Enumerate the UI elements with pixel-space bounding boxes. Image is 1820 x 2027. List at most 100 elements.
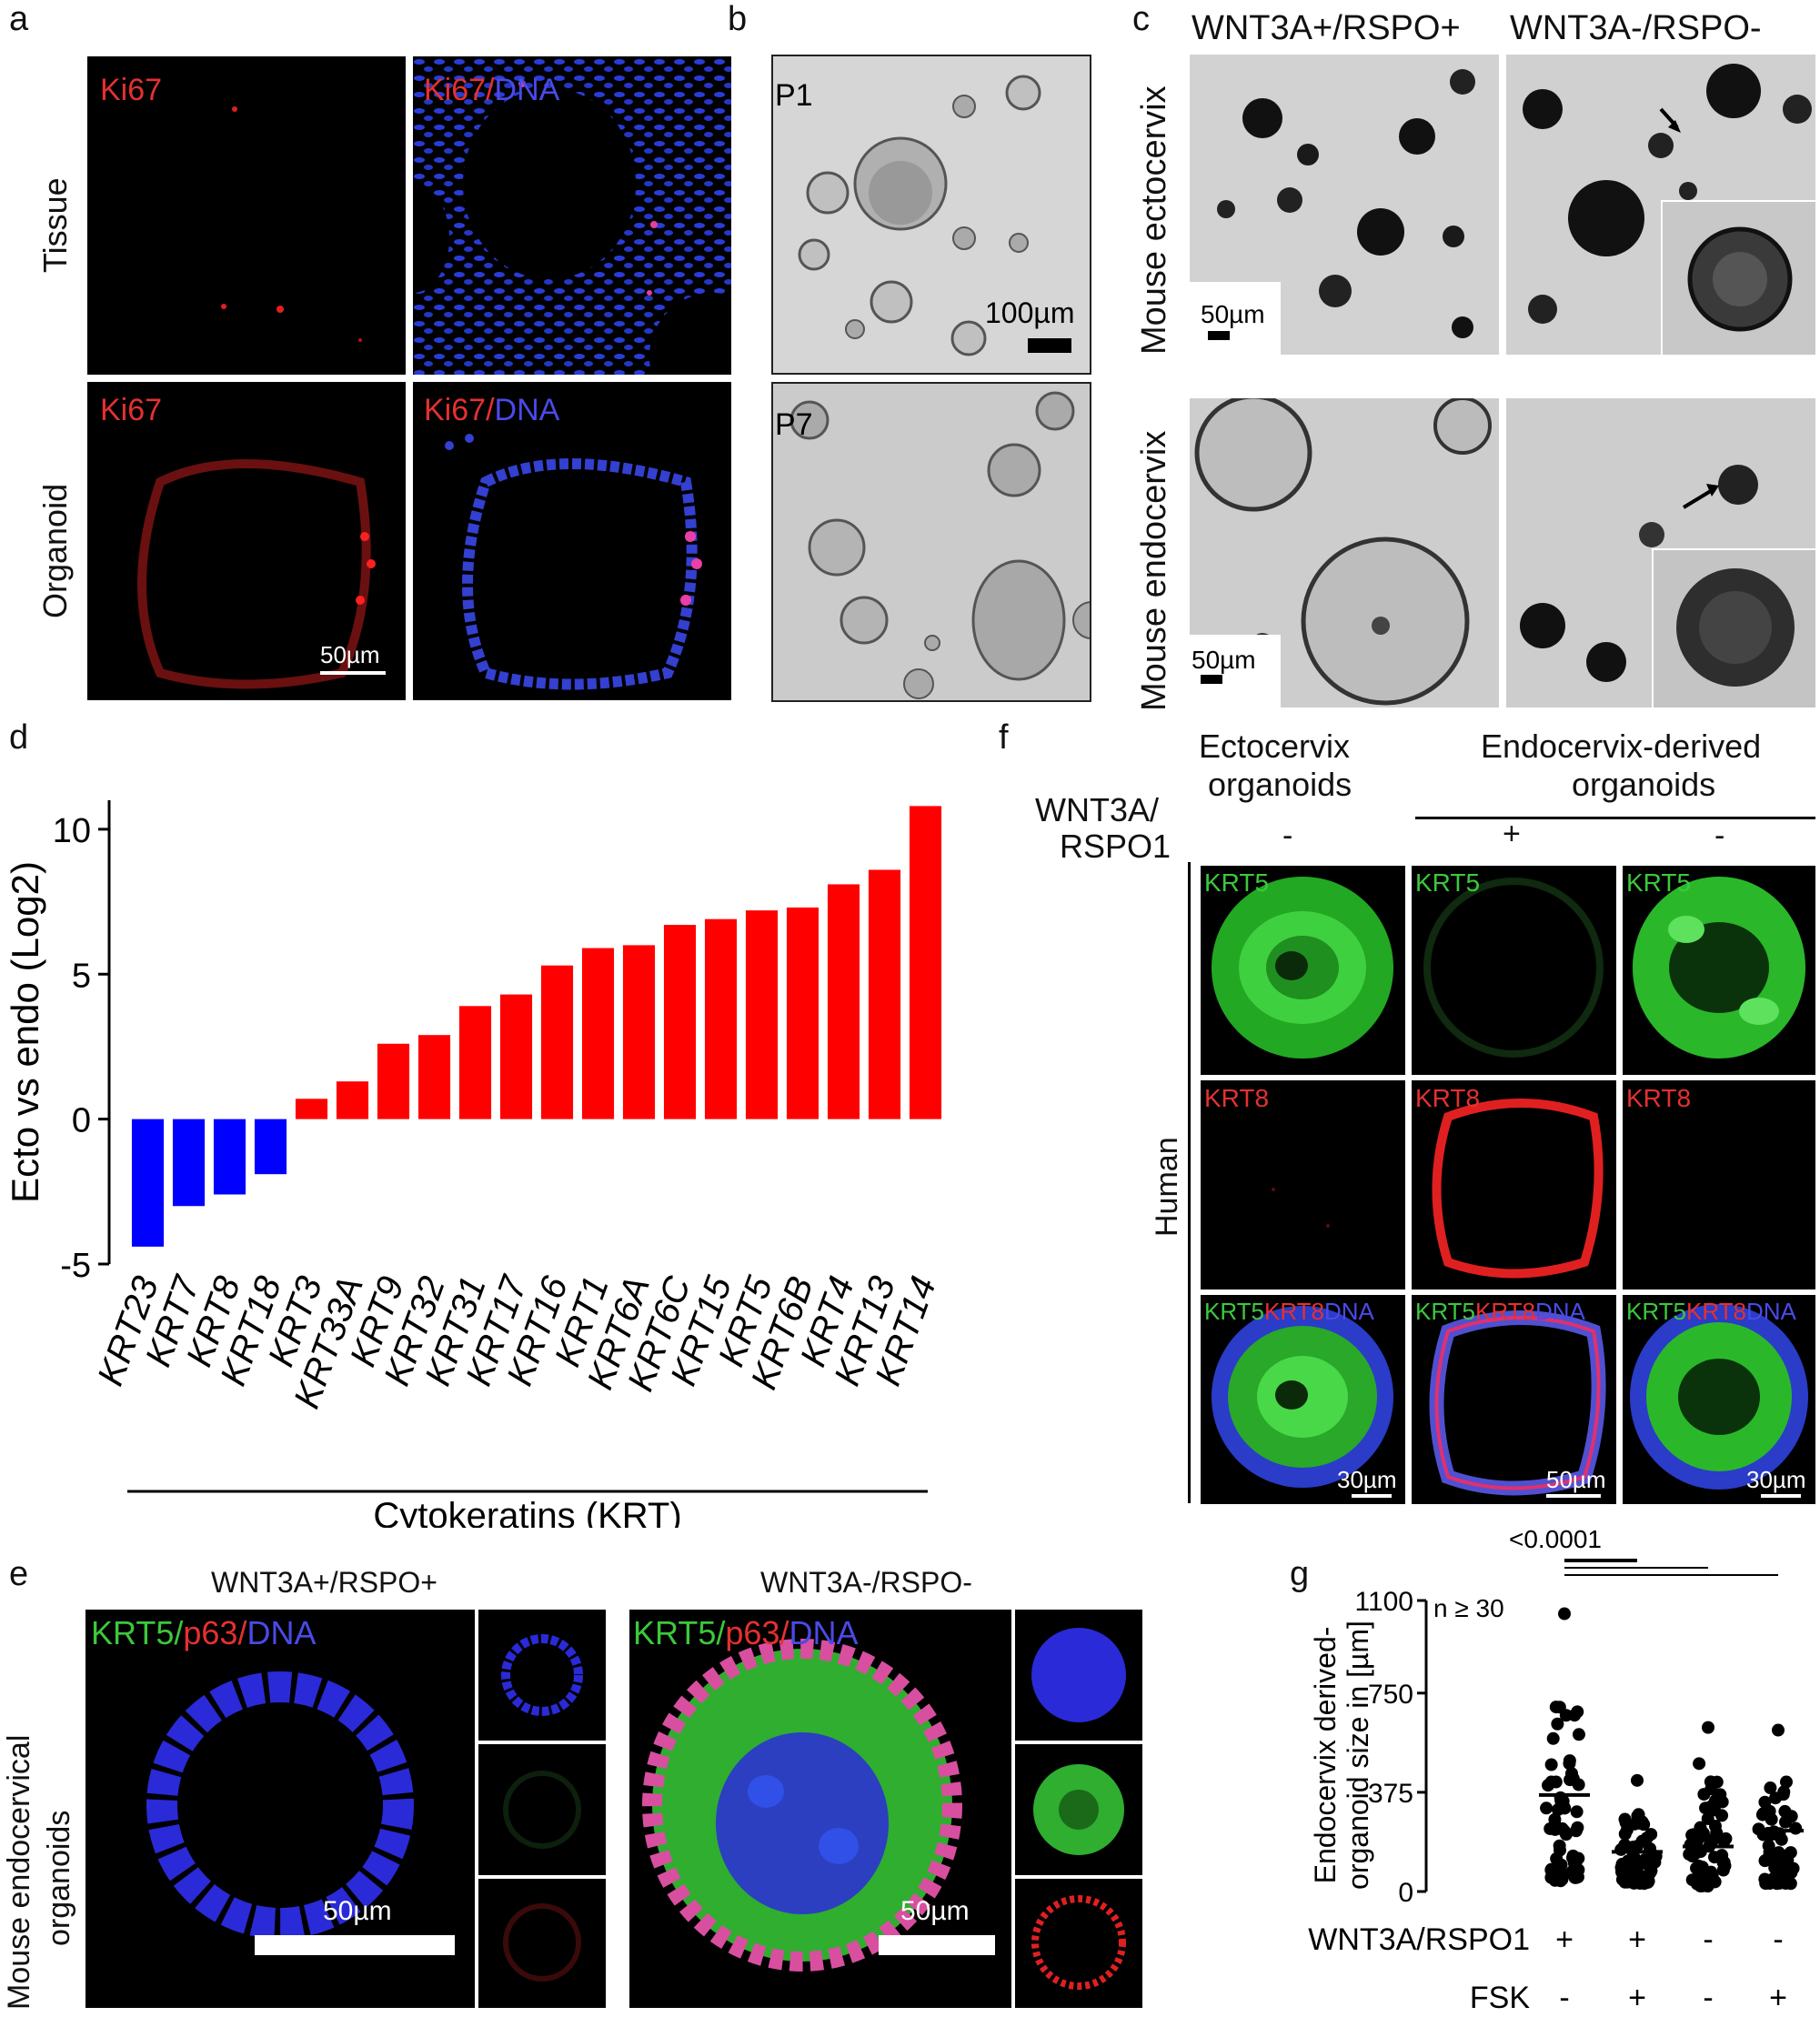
f-krt8-endo-plus-image bbox=[1432, 1099, 1604, 1279]
e-thumb-minus-3-image bbox=[1031, 1895, 1126, 1990]
f-header-ecto-line2: organoids bbox=[1208, 766, 1352, 803]
scalebar-f-2 bbox=[1546, 1494, 1601, 1498]
e-title-wnt-minus: WNT3A-/RSPO- bbox=[760, 1566, 972, 1599]
g-point bbox=[1570, 1805, 1584, 1819]
micrograph-c-ecto-plus bbox=[1190, 55, 1499, 355]
d-y-tick-label: 10 bbox=[53, 812, 91, 850]
d-bar bbox=[663, 925, 697, 1119]
d-bar bbox=[377, 1043, 410, 1119]
micrograph-p1 bbox=[771, 55, 1091, 375]
label-ki67-dna-tissue: Ki67/DNA bbox=[424, 73, 560, 107]
f-krt5-endo-minus bbox=[1623, 866, 1815, 1075]
g-point bbox=[1758, 1854, 1772, 1868]
f-krt5-endo-plus bbox=[1412, 866, 1616, 1075]
d-bar bbox=[254, 1119, 287, 1175]
f-label-krt8-endo-minus: KRT8 bbox=[1626, 1084, 1692, 1112]
g-point bbox=[1558, 1607, 1571, 1621]
e-stain-label-minus: KRT5/p63/DNA bbox=[633, 1614, 859, 1651]
g-point bbox=[1779, 1815, 1793, 1829]
g-point bbox=[1563, 1757, 1576, 1771]
f-label-merge-endo-plus: KRT5KRT8DNA bbox=[1415, 1298, 1585, 1325]
g-point bbox=[1772, 1723, 1785, 1737]
g-y-tick-label: 1100 bbox=[1354, 1587, 1413, 1617]
g-point bbox=[1551, 1717, 1564, 1731]
d-bar bbox=[704, 918, 738, 1119]
f-krt5-endo-minus-image bbox=[1633, 877, 1805, 1059]
f-merge-endo-plus bbox=[1412, 1295, 1616, 1504]
scalebar-a-label: 50µm bbox=[320, 641, 380, 668]
scalebar-f-2-label: 50µm bbox=[1546, 1466, 1606, 1493]
g-point bbox=[1567, 1856, 1581, 1870]
g-wnt-value: + bbox=[1555, 1922, 1574, 1957]
f-krt5-ecto-image bbox=[1212, 877, 1393, 1059]
e-title-wnt-plus: WNT3A+/RSPO+ bbox=[211, 1566, 437, 1599]
panel-letter-d: d bbox=[9, 718, 29, 757]
d-bar bbox=[540, 965, 574, 1119]
g-point bbox=[1764, 1781, 1777, 1795]
label-ki67-organoid: Ki67 bbox=[100, 393, 163, 427]
c-endo-minus-inset bbox=[1652, 548, 1815, 707]
g-point bbox=[1556, 1794, 1570, 1808]
scalebar-f-3 bbox=[1761, 1494, 1801, 1498]
panel-d: -5 0 5 10 Ecto vs endo (Log2) KRT23 KRT7 KRT8 KR… bbox=[0, 728, 982, 1536]
e-thumb-minus-2 bbox=[1015, 1744, 1142, 1875]
g-point bbox=[1771, 1865, 1785, 1879]
g-y-axis-label-1: Endocervix derived- bbox=[1309, 1627, 1342, 1884]
scalebar-a bbox=[320, 671, 386, 675]
g-point bbox=[1554, 1858, 1568, 1871]
d-bar bbox=[458, 1006, 492, 1119]
f-label-krt5-ecto: KRT5 bbox=[1204, 868, 1270, 897]
c-ecto-minus-inset bbox=[1661, 200, 1815, 355]
g-point bbox=[1540, 1801, 1554, 1815]
micrograph-c-endo-minus bbox=[1506, 398, 1815, 707]
micrograph-p7 bbox=[771, 382, 1091, 702]
g-point bbox=[1708, 1794, 1722, 1808]
g-point bbox=[1756, 1807, 1770, 1821]
p7-image bbox=[773, 384, 1090, 700]
d-bar bbox=[213, 1119, 246, 1195]
tissue-ki67-image bbox=[221, 106, 362, 342]
chart-g: 0 375 750 1100 Endocervix derived-organoid s… bbox=[1308, 1525, 1804, 2015]
g-point bbox=[1549, 1775, 1563, 1789]
d-bar bbox=[622, 945, 656, 1119]
g-point bbox=[1716, 1863, 1730, 1877]
d-y-tick-label: 0 bbox=[72, 1102, 91, 1140]
e-main-wnt-minus-image bbox=[642, 1639, 962, 1972]
g-fsk-value: + bbox=[1628, 1981, 1646, 2015]
g-y-tick-label: 0 bbox=[1398, 1878, 1413, 1908]
micrograph-c-endo-plus bbox=[1190, 398, 1499, 707]
panel-letter-e: e bbox=[9, 1555, 29, 1593]
f-merge-endo-minus bbox=[1623, 1295, 1815, 1504]
scalebar-e-2 bbox=[879, 1935, 995, 1955]
f-treatment-value-2: + bbox=[1503, 817, 1521, 851]
f-krt5-endo-plus-image bbox=[1423, 878, 1604, 1058]
g-point bbox=[1640, 1831, 1654, 1845]
f-treatment-value-1: - bbox=[1282, 818, 1293, 853]
d-bar bbox=[131, 1119, 165, 1247]
g-point bbox=[1702, 1721, 1714, 1734]
f-merge-ecto-image bbox=[1212, 1306, 1393, 1488]
f-krt8-ecto bbox=[1201, 1080, 1405, 1289]
f-treatment-line1: WNT3A/ bbox=[1035, 791, 1160, 828]
micrograph-tissue-ki67 bbox=[87, 56, 406, 375]
d-y-tick-label: 5 bbox=[72, 957, 91, 995]
g-point bbox=[1786, 1861, 1800, 1875]
panel-letter-f: f bbox=[999, 718, 1009, 757]
c-row-title-endocervix: Mouse endocervix bbox=[1135, 430, 1173, 711]
g-n-annotation: n ≥ 30 bbox=[1433, 1594, 1504, 1622]
g-point bbox=[1773, 1876, 1786, 1890]
g-point bbox=[1697, 1788, 1711, 1801]
c-row-title-ectocervix: Mouse ectocervix bbox=[1135, 85, 1173, 355]
f-label-krt5-endo-minus: KRT5 bbox=[1626, 868, 1692, 897]
f-header-endo-line2: organoids bbox=[1572, 766, 1716, 803]
g-point bbox=[1693, 1757, 1706, 1771]
f-label-krt8-endo-plus: KRT8 bbox=[1415, 1084, 1481, 1112]
f-krt8-ecto-image bbox=[1272, 1188, 1330, 1228]
f-label-merge-ecto: KRT5KRT8DNA bbox=[1204, 1298, 1374, 1325]
organoid-merge-image bbox=[445, 434, 702, 690]
e-thumb-minus-3 bbox=[1015, 1879, 1142, 2008]
d-bar bbox=[868, 869, 901, 1119]
g-point bbox=[1715, 1809, 1729, 1822]
g-point bbox=[1546, 1731, 1560, 1745]
f-side-label-human: Human bbox=[1150, 1137, 1184, 1237]
